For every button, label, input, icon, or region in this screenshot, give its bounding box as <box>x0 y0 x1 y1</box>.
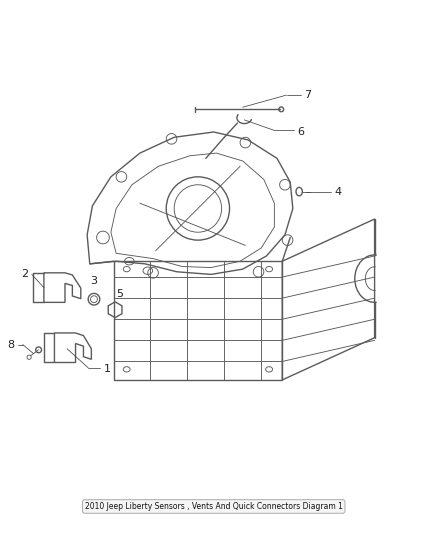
Text: 6: 6 <box>297 127 304 137</box>
Text: 1: 1 <box>104 365 111 374</box>
Text: 3: 3 <box>90 276 97 286</box>
Text: 2: 2 <box>21 269 28 279</box>
Text: 5: 5 <box>117 289 124 299</box>
Text: 2010 Jeep Liberty Sensors , Vents And Quick Connectors Diagram 1: 2010 Jeep Liberty Sensors , Vents And Qu… <box>85 502 343 511</box>
Text: 4: 4 <box>334 187 341 197</box>
Text: 7: 7 <box>304 90 311 100</box>
Text: 8: 8 <box>7 340 14 350</box>
